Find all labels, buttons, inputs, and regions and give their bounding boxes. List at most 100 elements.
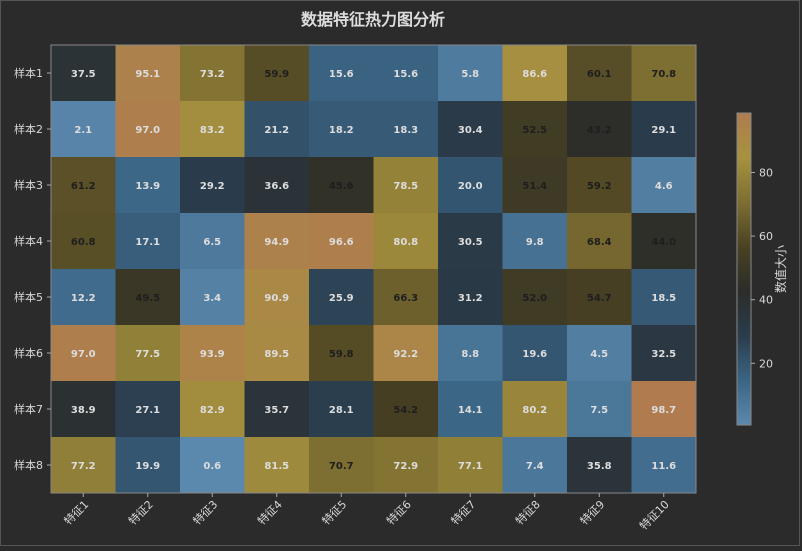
cell-value-label: 77.2 <box>71 461 96 472</box>
heatmap-cell <box>180 325 245 382</box>
heatmap-cell <box>631 157 697 214</box>
heatmap-cell <box>567 381 632 438</box>
heatmap-cell <box>567 213 632 270</box>
heatmap-cell <box>180 213 245 270</box>
heatmap-cell <box>51 101 116 158</box>
heatmap-cell <box>373 101 439 158</box>
cell-value-label: 20.0 <box>458 181 483 192</box>
cell-value-label: 81.5 <box>264 461 289 472</box>
heatmap-cell <box>631 269 697 326</box>
heatmap-cell <box>567 325 632 382</box>
heatmap-cell <box>244 437 310 494</box>
column-label: 特征9 <box>577 497 607 527</box>
cell-value-label: 13.9 <box>135 181 160 192</box>
heatmap-cell <box>309 437 374 494</box>
cell-value-label: 52.5 <box>522 125 547 136</box>
heatmap-cell <box>373 213 439 270</box>
row-label: 样本7 <box>14 402 43 416</box>
row-label: 样本2 <box>14 122 43 136</box>
cell-value-label: 95.1 <box>135 69 160 80</box>
heatmap-cell <box>51 269 116 326</box>
column-label: 特征8 <box>512 497 542 527</box>
cell-value-label: 19.9 <box>135 461 160 472</box>
cell-value-label: 21.2 <box>264 125 289 136</box>
column-label: 特征2 <box>125 497 155 527</box>
heatmap-cell <box>438 101 503 158</box>
cell-value-label: 3.4 <box>203 293 221 304</box>
heatmap-cell <box>502 45 568 102</box>
cell-value-label: 54.7 <box>587 293 612 304</box>
heatmap-cell <box>502 101 568 158</box>
colorbar-label: 数值大小 <box>773 245 788 293</box>
column-label: 特征6 <box>383 497 413 527</box>
cell-value-label: 11.6 <box>651 461 676 472</box>
cell-value-label: 43.2 <box>587 125 612 136</box>
cell-value-label: 77.1 <box>458 461 483 472</box>
heatmap-cell <box>631 437 697 494</box>
heatmap-cells: 37.5 95.1 73.2 59.9 15.6 15.6 5.8 86.6 60.1 70.8 2… <box>50 44 697 494</box>
heatmap-cell <box>309 213 374 270</box>
heatmap-cell <box>51 325 116 382</box>
heatmap-cell <box>244 157 310 214</box>
heatmap-cell <box>244 269 310 326</box>
heatmap-cell <box>115 269 181 326</box>
cell-value-label: 59.9 <box>264 69 289 80</box>
plot-border <box>50 44 697 494</box>
cell-value-label: 86.6 <box>522 69 547 80</box>
cell-value-label: 17.1 <box>135 237 160 248</box>
cell-value-label: 49.5 <box>135 293 160 304</box>
heatmap-cell <box>51 381 116 438</box>
heatmap-cell <box>373 269 439 326</box>
cell-value-label: 82.9 <box>200 405 225 416</box>
cell-value-label: 70.8 <box>651 69 676 80</box>
cell-value-label: 60.1 <box>587 69 612 80</box>
cell-value-label: 54.2 <box>393 405 418 416</box>
cell-value-label: 8.8 <box>461 349 479 360</box>
heatmap-cell <box>502 213 568 270</box>
cell-value-label: 7.5 <box>590 405 608 416</box>
colorbar-tick-label: 60 <box>759 230 773 243</box>
row-label: 样本4 <box>14 234 43 248</box>
cell-value-label: 59.8 <box>329 349 354 360</box>
heatmap-cell <box>567 269 632 326</box>
cell-value-label: 70.7 <box>329 461 354 472</box>
heatmap-cell <box>631 381 697 438</box>
heatmap-cell <box>438 157 503 214</box>
cell-value-label: 14.1 <box>458 405 483 416</box>
cell-value-label: 92.2 <box>393 349 418 360</box>
cell-value-label: 35.7 <box>264 405 289 416</box>
row-label: 样本3 <box>14 178 43 192</box>
heatmap-cell <box>438 437 503 494</box>
heatmap-cell <box>438 325 503 382</box>
cell-value-label: 93.9 <box>200 349 225 360</box>
cell-value-label: 27.1 <box>135 405 160 416</box>
cell-value-label: 4.6 <box>655 181 673 192</box>
heatmap-cell <box>502 381 568 438</box>
cell-value-label: 18.5 <box>651 293 676 304</box>
heatmap-cell <box>438 45 503 102</box>
heatmap-cell <box>438 381 503 438</box>
cell-value-label: 4.5 <box>590 349 608 360</box>
cell-value-label: 51.4 <box>522 181 547 192</box>
cell-value-label: 61.2 <box>71 181 96 192</box>
heatmap-cell <box>438 213 503 270</box>
cell-value-label: 77.5 <box>135 349 160 360</box>
heatmap-cell <box>244 101 310 158</box>
row-label: 样本6 <box>14 346 43 360</box>
colorbar-gradient <box>736 112 752 426</box>
column-label: 特征4 <box>254 497 284 527</box>
heatmap-cell <box>567 437 632 494</box>
cell-value-label: 37.5 <box>71 69 96 80</box>
heatmap-cell <box>631 325 697 382</box>
heatmap-cell <box>309 269 374 326</box>
cell-value-label: 0.6 <box>203 461 221 472</box>
cell-value-label: 18.3 <box>393 125 418 136</box>
cell-value-label: 35.8 <box>587 461 612 472</box>
colorbar-tick-label: 40 <box>759 294 773 307</box>
heatmap-cell <box>115 101 181 158</box>
heatmap-cell <box>115 437 181 494</box>
cell-value-label: 52.0 <box>522 293 547 304</box>
column-label: 特征5 <box>319 497 349 527</box>
